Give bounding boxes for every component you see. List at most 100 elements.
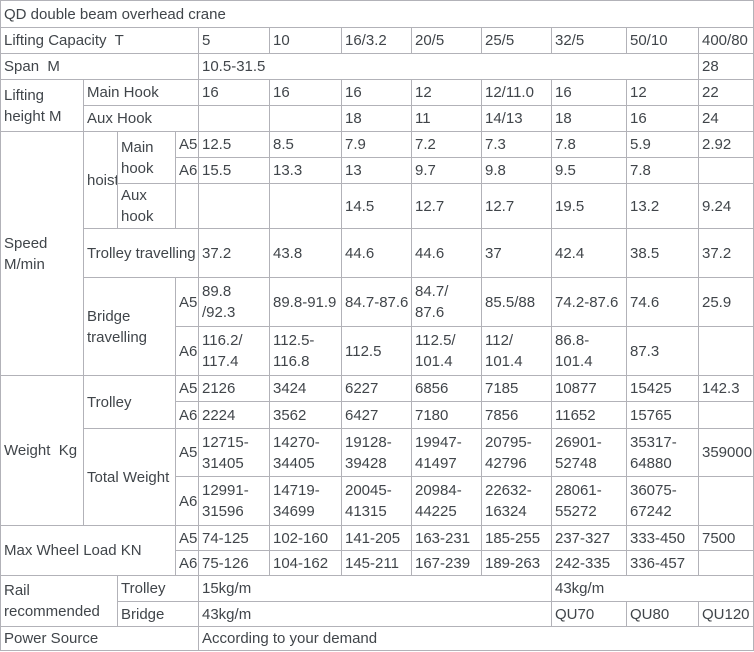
- value-cell: 74-125: [198, 525, 270, 551]
- value-cell: 84.7/ 87.6: [411, 277, 482, 327]
- value-cell: 7180: [411, 401, 482, 429]
- label-a6: A6: [175, 476, 199, 526]
- value-cell: 84.7-87.6: [341, 277, 412, 327]
- value-cell: 9.24: [698, 183, 754, 229]
- row-lifting-height-main: Lifting height M Main Hook 16 16 16 12 1…: [0, 79, 754, 132]
- value-cell: 2126: [198, 375, 270, 402]
- value-cell: 112/ 101.4: [481, 326, 552, 376]
- value-cell: 6856: [411, 375, 482, 402]
- value-cell: [698, 157, 754, 184]
- value-cell: 242-335: [551, 550, 627, 576]
- value-cell: 28: [698, 53, 754, 80]
- value-cell: 145-211: [341, 550, 412, 576]
- value-cell: 16: [626, 105, 699, 132]
- label-span: Span M: [0, 53, 199, 80]
- value-cell: 336-457: [626, 550, 699, 576]
- label-a6: A6: [175, 401, 199, 429]
- label-a5: A5: [175, 131, 199, 158]
- value-cell: 7.2: [411, 131, 482, 158]
- value-cell: 14/13: [481, 105, 552, 132]
- value-cell: 15kg/m: [198, 575, 552, 602]
- value-cell: 43kg/m: [198, 601, 552, 627]
- value-cell: 7.8: [551, 131, 627, 158]
- value-cell: 163-231: [411, 525, 482, 551]
- value-cell: 7.9: [341, 131, 412, 158]
- value-cell: 74.6: [626, 277, 699, 327]
- value-cell: 43kg/m: [551, 575, 754, 602]
- value-cell: 16: [341, 79, 412, 106]
- span-range-cell: 10.5-31.5: [198, 53, 699, 80]
- value-cell: 87.3: [626, 326, 699, 376]
- row-speed-aux: Aux hook 14.5 12.7 12.7 19.5 13.2 9.24: [1, 183, 754, 229]
- row-title: QD double beam overhead crane: [0, 0, 754, 28]
- value-cell: 14.5: [341, 183, 412, 229]
- row-weight-total-a5: Total Weight A5 12715- 31405 14270- 3440…: [1, 428, 754, 526]
- value-cell: 142.3: [698, 375, 754, 402]
- value-cell: 75-126: [198, 550, 270, 576]
- value-cell: 44.6: [411, 228, 482, 278]
- label-a6: A6: [175, 550, 199, 576]
- label-power-source: Power Source: [0, 626, 199, 651]
- value-cell: 28061- 55272: [551, 476, 627, 526]
- value-cell: 12: [626, 79, 699, 106]
- label-a5: A5: [175, 277, 199, 327]
- value-cell: 141-205: [341, 525, 412, 551]
- row-lifting-capacity: Lifting Capacity T 5 10 16/3.2 20/5 25/5…: [0, 27, 754, 54]
- value-cell: 38.5: [626, 228, 699, 278]
- value-cell: 50/10: [626, 27, 699, 54]
- label-a6: A6: [175, 157, 199, 184]
- value-cell: 24: [698, 105, 754, 132]
- value-cell: 15765: [626, 401, 699, 429]
- value-cell: 116.2/ 117.4: [198, 326, 270, 376]
- row-weight-trolley-a6: A6 2224 3562 6427 7180 7856 11652 15765: [1, 401, 754, 429]
- value-cell: 12/11.0: [481, 79, 552, 106]
- value-cell: 189-263: [481, 550, 552, 576]
- value-cell: 26901- 52748: [551, 428, 627, 477]
- value-cell: According to your demand: [198, 626, 754, 651]
- value-cell: 112.5/ 101.4: [411, 326, 482, 376]
- value-cell: 25/5: [481, 27, 552, 54]
- label-a5: A5: [175, 375, 199, 402]
- value-cell: 86.8- 101.4: [551, 326, 627, 376]
- value-cell: 22632- 16324: [481, 476, 552, 526]
- value-cell: 102-160: [269, 525, 342, 551]
- value-cell: 10877: [551, 375, 627, 402]
- table-title: QD double beam overhead crane: [0, 0, 754, 28]
- row-power-source: Power Source According to your demand: [0, 626, 754, 651]
- value-cell: 22: [698, 79, 754, 106]
- row-bridge-travelling-a5: Bridge travelling A5 89.8 /92.3 89.8-91.…: [1, 277, 754, 376]
- value-cell: 18: [341, 105, 412, 132]
- row-max-wheel-a5: Max Wheel Load KN A5 74-125 102-160 141-…: [0, 525, 754, 576]
- value-cell: [698, 476, 754, 526]
- value-cell: 13.3: [269, 157, 342, 184]
- value-cell: 16/3.2: [341, 27, 412, 54]
- value-cell: 12: [411, 79, 482, 106]
- value-cell: 12.7: [411, 183, 482, 229]
- value-cell: 2.92: [698, 131, 754, 158]
- value-cell: [698, 401, 754, 429]
- value-cell: 74.2-87.6: [551, 277, 627, 327]
- label-total-weight: Total Weight: [83, 428, 176, 526]
- label-rail-trolley: Trolley: [117, 575, 199, 602]
- label-speed-main-hook: Main hook: [117, 131, 176, 184]
- row-weight-trolley-a5: Weight Kg Trolley A5 2126 3424 6227 6856…: [0, 375, 754, 526]
- value-cell: 104-162: [269, 550, 342, 576]
- value-cell: 9.7: [411, 157, 482, 184]
- value-cell: 13: [341, 157, 412, 184]
- value-cell: QU120: [698, 601, 754, 627]
- value-cell: 37.2: [698, 228, 754, 278]
- label-rail-bridge: Bridge: [117, 601, 199, 627]
- value-cell: 35317- 64880: [626, 428, 699, 477]
- value-cell: 6427: [341, 401, 412, 429]
- value-cell: 43.8: [269, 228, 342, 278]
- value-cell: 14270- 34405: [269, 428, 342, 477]
- value-cell: 9.8: [481, 157, 552, 184]
- value-cell: QU80: [626, 601, 699, 627]
- value-cell: 185-255: [481, 525, 552, 551]
- empty-cell: [175, 183, 199, 229]
- value-cell: 12.5: [198, 131, 270, 158]
- label-trolley-travelling: Trolley travelling: [83, 228, 199, 278]
- value-cell: 20045- 41315: [341, 476, 412, 526]
